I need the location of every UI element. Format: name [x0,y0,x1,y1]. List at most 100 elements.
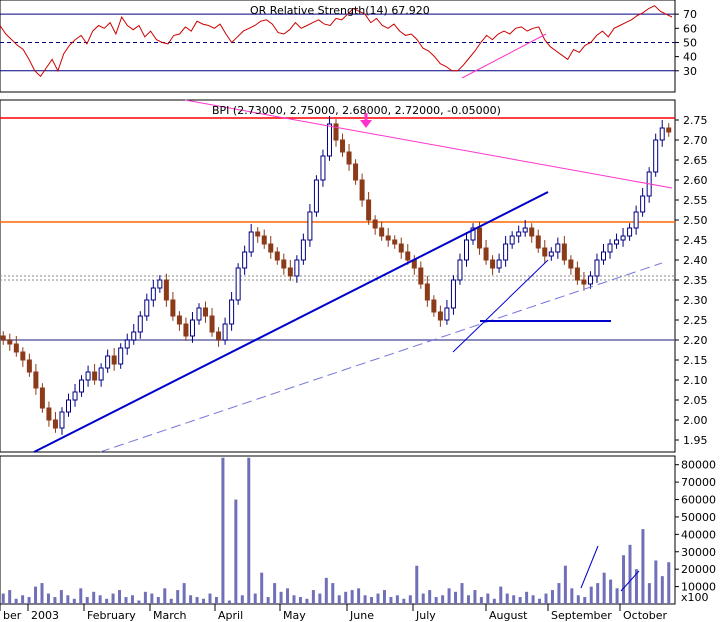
volume-bar [389,597,393,604]
volume-bar [273,583,277,604]
price-title: BPI (2.73000, 2.75000, 2.68000, 2.72000,… [212,104,501,117]
price-candle [72,384,78,407]
price-candle [346,144,352,171]
price-candle [424,276,430,307]
price-candle [333,119,339,147]
volume-bar [214,597,218,604]
volume-bar [40,583,44,604]
price-candle [627,223,633,241]
price-candle [261,229,267,249]
volume-bar [382,590,386,604]
volume-bar [156,597,160,604]
x-axis-label: September [551,609,612,622]
volume-bar [279,591,283,604]
volume-bar [79,588,83,604]
price-candle [170,292,176,321]
volume-bar [602,572,606,604]
price-candle [555,237,561,259]
volume-bar [137,600,141,604]
volume-bar [622,555,626,604]
price-tick-label: 2.60 [683,174,708,187]
price-tick-label: 2.55 [683,194,708,207]
volume-bar [1,593,5,604]
price-candle [235,263,241,305]
volume-bar [660,576,664,604]
price-candle [640,188,646,217]
price-candle [372,215,378,235]
volume-bar [202,598,206,604]
price-candle [666,123,672,137]
rsi-panel [0,0,676,93]
price-candle [561,236,567,265]
volume-bar [589,586,593,604]
volume-bar [576,595,580,604]
price-candle [124,333,130,355]
volume-bar [376,593,380,604]
volume-bar [615,588,619,604]
volume-bar [570,588,574,604]
price-candle [294,255,300,283]
volume-panel [0,455,676,605]
volume-bar [337,595,341,604]
volume-bar [59,590,63,604]
volume-tick-label: 80000 [681,459,716,472]
volume-tick-label: 60000 [681,494,716,507]
price-tick-label: 2.35 [683,274,708,287]
price-candle [405,244,411,265]
price-candle [542,240,548,263]
volume-bar [350,590,354,604]
volume-bar [150,593,154,604]
price-candle [607,239,613,259]
peak-arrow-icon [360,113,372,128]
volume-bar [363,595,367,604]
price-candle [0,331,6,345]
price-tick-label: 2.65 [683,154,708,167]
price-candle [79,375,85,397]
price-candle [281,253,287,275]
price-candle [437,305,443,327]
volume-bar [486,593,490,604]
price-candle [85,365,91,387]
price-candle [574,261,580,285]
volume-bar [195,597,199,604]
volume-tick-label: 10000 [681,581,716,594]
price-candle [463,232,469,267]
x-axis-label: 2003 [31,609,59,622]
price-candle [490,255,496,275]
volume-bar [473,590,477,604]
volume-trend-mark-1 [580,545,599,589]
price-candle [313,175,319,217]
volume-bar [634,569,638,604]
volume-bar [27,597,31,604]
price-candle [229,292,235,331]
volume-bar [14,598,18,604]
price-candle [653,133,659,177]
price-candle [183,317,189,341]
volume-bar [169,598,173,604]
price-tick-label: 2.45 [683,234,708,247]
rsi-title: OR Relative Strength(14) 67.920 [250,4,430,17]
price-candle [659,120,665,147]
price-candle [46,401,52,427]
volume-bar [318,593,322,604]
rsi-tick-label: 70 [683,8,697,21]
volume-bar [8,590,12,604]
volume-bar [479,597,483,604]
price-candle [209,308,215,337]
price-candle [39,383,45,413]
volume-bar [563,565,567,604]
volume-bar [460,583,464,604]
volume-bar [641,529,645,604]
price-candle [516,225,522,243]
volume-bar [421,593,425,604]
price-candle [98,363,104,387]
volume-bar [512,595,516,604]
short-uptrend-line [452,259,549,353]
price-tick-label: 2.15 [683,354,708,367]
volume-bar [324,577,328,604]
volume-bar [182,583,186,604]
price-tick-label: 1.95 [683,434,708,447]
price-candle [398,237,404,259]
volume-bar [544,593,548,604]
price-candle [26,353,32,377]
